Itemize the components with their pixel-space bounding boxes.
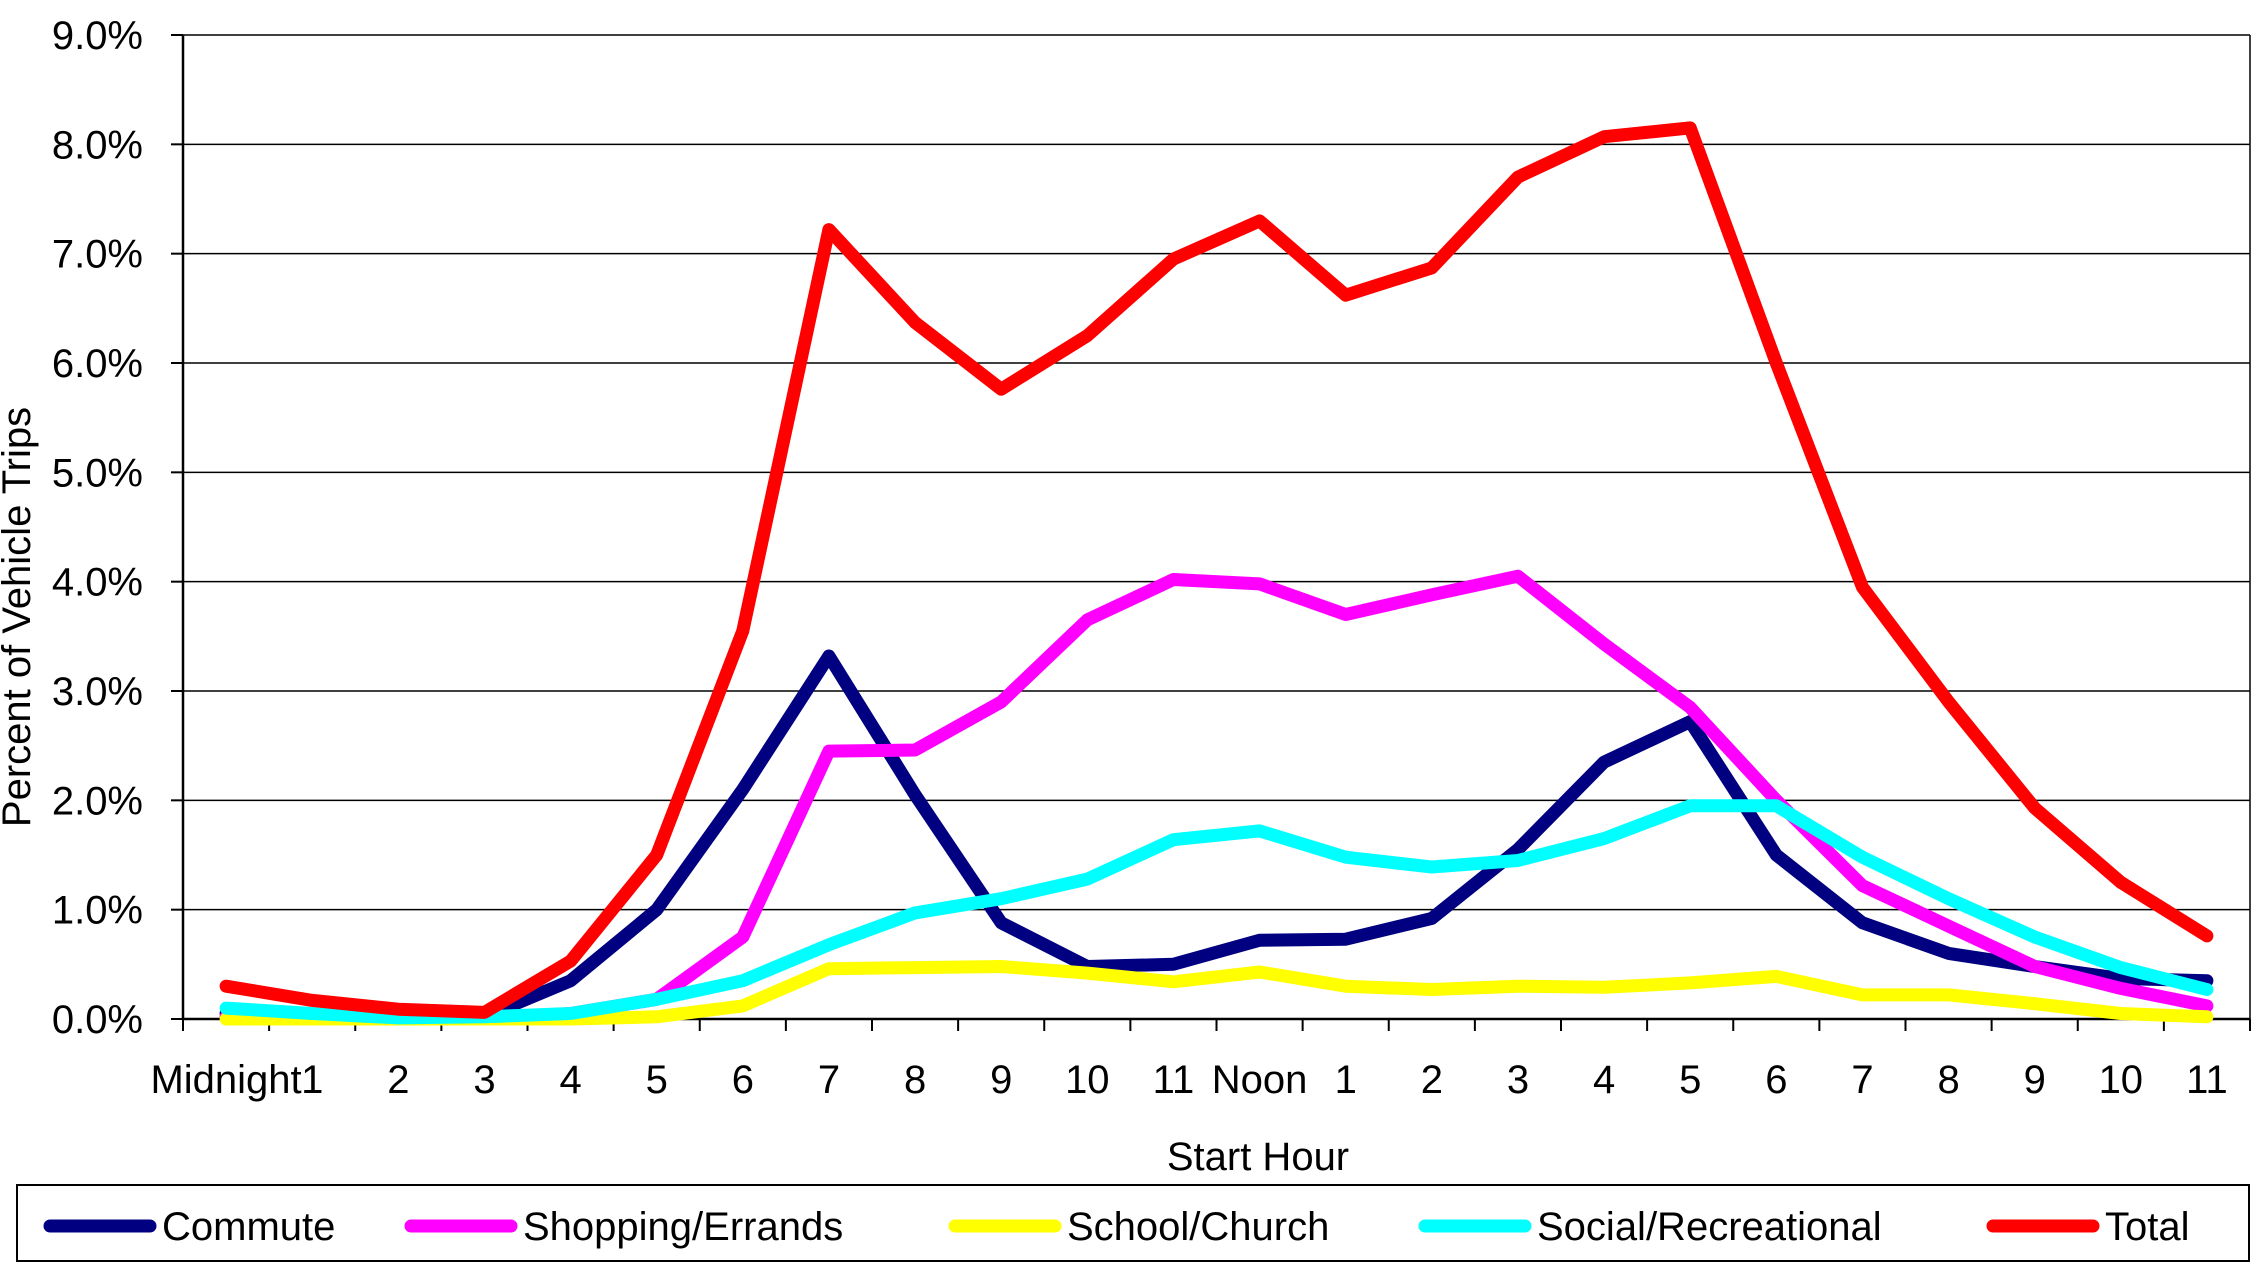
x-tick-label: 6 [1765, 1058, 1787, 1102]
y-tick-label: 5.0% [52, 451, 143, 495]
legend-label: Social/Recreational [1537, 1205, 1882, 1249]
x-tick-label: 8 [904, 1058, 926, 1102]
x-tick-label: 3 [473, 1058, 495, 1102]
x-tick-label: 2 [387, 1058, 409, 1102]
x-tick-label: 2 [1421, 1058, 1443, 1102]
x-tick-label: 4 [1593, 1058, 1615, 1102]
x-tick-label: Noon [1212, 1058, 1308, 1102]
x-tick-label: 9 [990, 1058, 1012, 1102]
gridlines [183, 34, 2250, 911]
y-tick-label: 0.0% [52, 998, 143, 1042]
y-axis-title: Percent of Vehicle Trips [0, 407, 39, 827]
y-tick-label: 8.0% [52, 123, 143, 167]
y-tick-label: 4.0% [52, 561, 143, 605]
x-tick-label: 11 [1153, 1058, 1195, 1102]
x-tick-label: 10 [1065, 1058, 1110, 1102]
series-line-total [219, 121, 2214, 1019]
legend-label: Total [2105, 1205, 2190, 1249]
series-line-social-recreational [219, 799, 2214, 1025]
x-tick-label: 1 [1335, 1058, 1357, 1102]
x-tick-label: 6 [732, 1058, 754, 1102]
legend-label: Commute [162, 1205, 335, 1249]
x-tick-label: 7 [1851, 1058, 1873, 1102]
series-line-commute [219, 649, 2214, 1025]
series-lines [219, 121, 2214, 1026]
x-tick-label: 8 [1937, 1058, 1959, 1102]
y-tick-label: 3.0% [52, 670, 143, 714]
x-tick-label: 5 [646, 1058, 668, 1102]
x-tick-label: 5 [1679, 1058, 1701, 1102]
x-tick-label: 3 [1507, 1058, 1529, 1102]
x-axis-title: Start Hour [1167, 1135, 1349, 1179]
x-tick-label: 9 [2024, 1058, 2046, 1102]
legend-label: School/Church [1067, 1205, 1329, 1249]
x-tick-label: 1 [301, 1058, 323, 1102]
x-tick-label: 10 [2099, 1058, 2144, 1102]
x-tick-label: 11 [2186, 1058, 2228, 1102]
legend-label: Shopping/Errands [523, 1205, 843, 1249]
x-tick-labels: Midnight 1 2 3 4 5 6 7 8 9 10 11 Noon 1 2 3 4 5 6 7 8 9 10 11 [150, 1058, 2227, 1102]
legend: Commute Shopping/Errands School/Church Soci… [16, 1184, 2250, 1262]
y-tick-label: 2.0% [52, 779, 143, 823]
y-tick-label: 9.0% [52, 14, 143, 58]
x-tick-label: 4 [559, 1058, 581, 1102]
y-tick-labels: 0.0% 1.0% 2.0% 3.0% 4.0% 5.0% 6.0% 7.0% 8.0% 9.0% [52, 14, 143, 1042]
y-tick-label: 7.0% [52, 233, 143, 277]
legend-box [16, 1184, 2250, 1262]
axes [171, 34, 2251, 1031]
y-tick-label: 1.0% [52, 889, 143, 933]
x-tick-label: Midnight [150, 1058, 301, 1102]
x-tick-label: 7 [818, 1058, 840, 1102]
y-tick-label: 6.0% [52, 342, 143, 386]
